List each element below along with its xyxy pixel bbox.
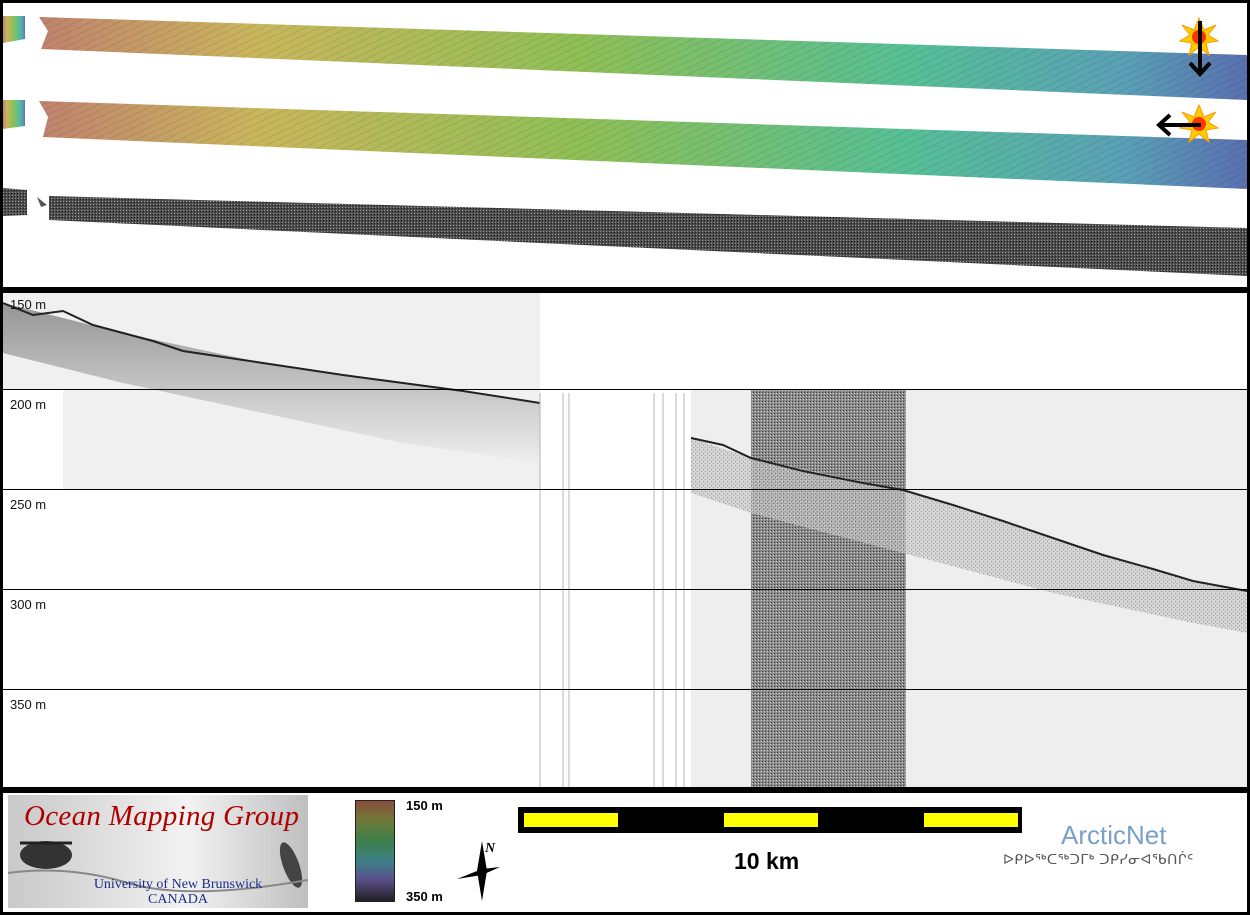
arrow-left-icon (1156, 113, 1201, 137)
depth-label-250: 250 m (10, 497, 47, 512)
depth-label-300: 300 m (10, 597, 47, 612)
scale-segment (524, 813, 618, 827)
logo-seafloor-graphic (8, 841, 308, 893)
scale-segment (724, 813, 818, 827)
scale-segment (924, 813, 1018, 827)
colorbar-top-label: 150 m (406, 798, 443, 813)
swath-strips (3, 16, 1247, 276)
swath-strip-2 (3, 100, 1247, 189)
logo-title: Ocean Mapping Group (24, 800, 300, 832)
depth-gridline (3, 589, 1247, 590)
north-arrow-icon: N (457, 841, 500, 901)
north-label: N (484, 841, 496, 856)
depth-label-150: 150 m (10, 297, 47, 312)
legend-footer: Ocean Mapping Group University of New Br… (3, 793, 1247, 912)
arrow-down-icon (1188, 21, 1212, 77)
scale-bar-label: 10 km (734, 848, 800, 874)
swath-strip-backscatter (3, 188, 1247, 276)
arcticnet-logo: ArcticNet (1061, 820, 1167, 850)
profile-image (3, 293, 1247, 787)
logo-country: CANADA (148, 892, 208, 907)
colorbar-bottom-label: 350 m (406, 889, 443, 904)
arcticnet-inuktitut: ᐅᑭᐅᖅᑕᖅᑐᒥᒃ ᑐᑭᓯᓂᐊᖃᑎᒌᑦ (1003, 851, 1194, 867)
depth-gridline (3, 389, 1247, 390)
subbottom-profile-panel: 150 m 200 m 250 m 300 m 350 m (3, 293, 1247, 787)
depth-gridline (3, 689, 1247, 690)
depth-colorbar (355, 800, 395, 902)
swath-strip-1 (3, 16, 1247, 100)
depth-label-200: 200 m (10, 397, 47, 412)
scale-bar (518, 807, 1022, 833)
swath-map-panel (3, 3, 1247, 287)
depth-gridline (3, 489, 1247, 490)
logo-subtitle: University of New Brunswick (93, 877, 263, 892)
depth-label-350: 350 m (10, 697, 47, 712)
ocean-mapping-group-logo: Ocean Mapping Group University of New Br… (8, 795, 308, 908)
